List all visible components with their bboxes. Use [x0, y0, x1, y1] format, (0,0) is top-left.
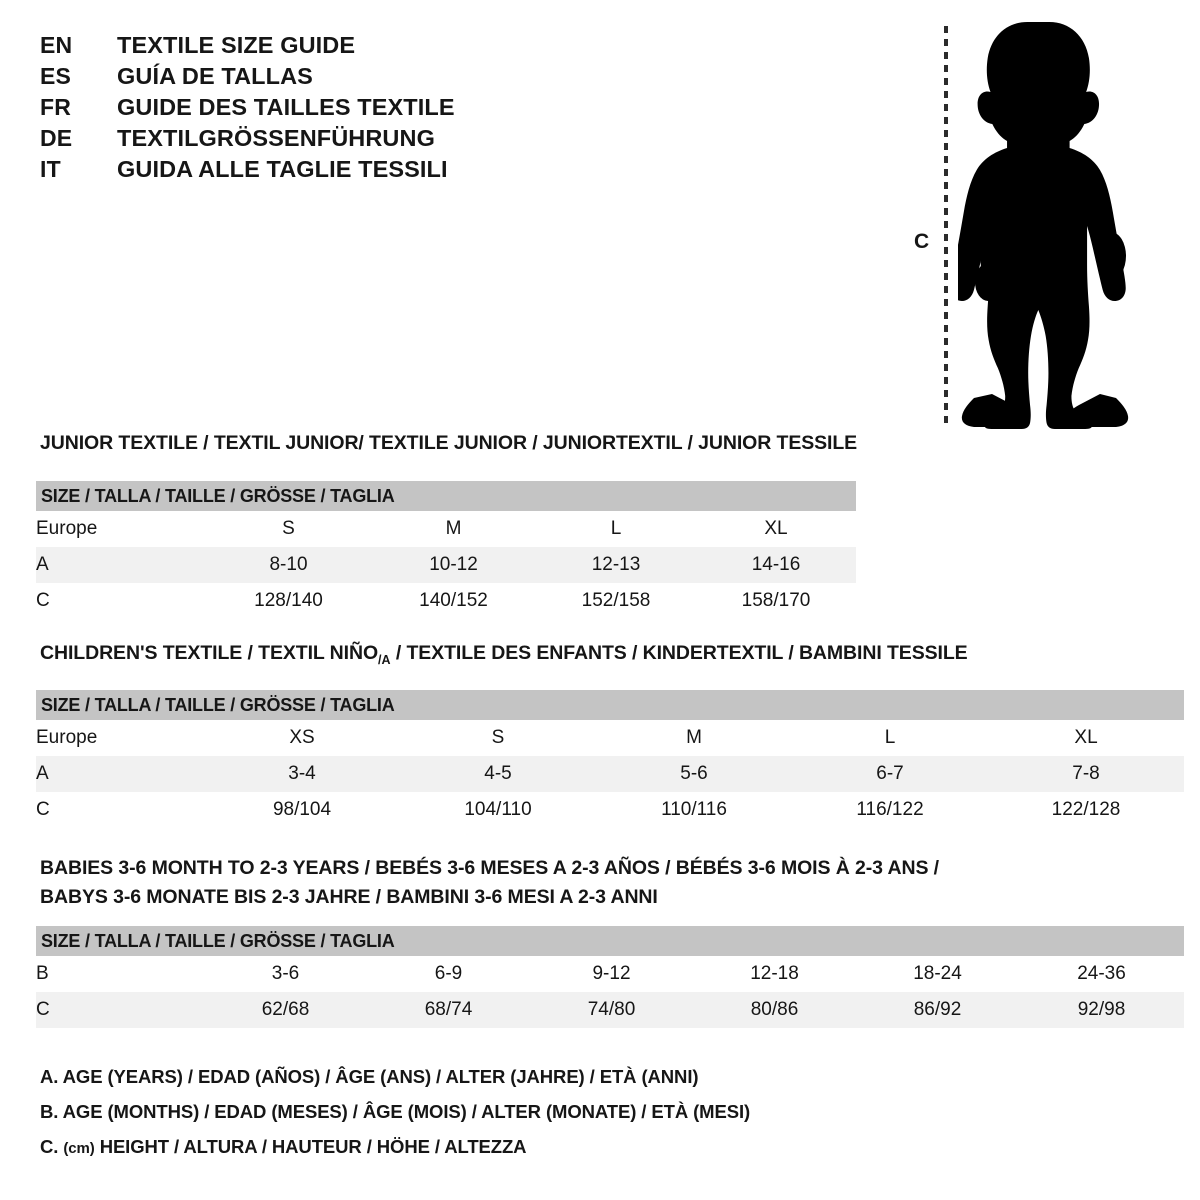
table-cell: S: [282, 518, 295, 539]
table-row: C 98/104 104/110 110/116 116/122 122/128: [36, 792, 1185, 828]
language-title: GUIDE DES TAILLES TEXTILE: [117, 94, 455, 120]
table-cell: 110/116: [661, 799, 727, 820]
table-cell: 98/104: [272, 799, 332, 820]
table-cell: 86/92: [913, 999, 962, 1020]
table-cell: 9-12: [592, 963, 631, 984]
language-title: GUÍA DE TALLAS: [117, 63, 313, 89]
table-cell: 158/170: [741, 590, 811, 611]
table-cell: 5-6: [680, 763, 708, 784]
language-code: DE: [40, 125, 73, 151]
language-code: FR: [40, 94, 72, 120]
legend-block: A. AGE (YEARS) / EDAD (AÑOS) / ÂGE (ANS)…: [40, 1066, 750, 1171]
children-band-label: SIZE / TALLA / TAILLE / GRÖSSE / TAGLIA: [36, 690, 1185, 720]
language-header-block: EN TEXTILE SIZE GUIDE ES GUÍA DE TALLAS …: [40, 32, 560, 187]
row-label: C: [36, 590, 50, 611]
table-cell: 7-8: [1072, 763, 1100, 784]
legend-c-prefix: C.: [40, 1136, 59, 1157]
table-cell: M: [445, 518, 462, 539]
table-cell: 116/122: [856, 799, 924, 820]
table-row: C 128/140 140/152 152/158 158/170: [36, 583, 857, 619]
table-cell: 8-10: [269, 554, 308, 575]
table-row: Europe XS S M L XL: [36, 720, 1185, 756]
babies-size-table: SIZE / TALLA / TAILLE / GRÖSSE / TAGLIA …: [36, 926, 1184, 1028]
table-cell: 140/152: [419, 590, 488, 611]
table-cell: 74/80: [587, 999, 636, 1020]
junior-size-table: SIZE / TALLA / TAILLE / GRÖSSE / TAGLIA …: [36, 481, 857, 619]
legend-c-rest: HEIGHT / ALTURA / HAUTEUR / HÖHE / ALTEZ…: [99, 1136, 527, 1157]
table-cell: L: [610, 518, 622, 539]
table-cell: 14-16: [751, 554, 801, 575]
children-size-table: SIZE / TALLA / TAILLE / GRÖSSE / TAGLIA …: [36, 690, 1185, 828]
table-cell: XL: [1074, 727, 1098, 748]
language-row: EN TEXTILE SIZE GUIDE: [40, 32, 560, 63]
table-cell: 6-9: [434, 963, 463, 984]
row-label: C: [36, 799, 50, 820]
language-title: GUIDA ALLE TAGLIE TESSILI: [117, 156, 448, 182]
legend-line-b: B. AGE (MONTHS) / EDAD (MESES) / ÂGE (MO…: [40, 1101, 751, 1122]
row-label: A: [36, 554, 49, 575]
table-cell: L: [884, 727, 896, 748]
table-cell: 3-6: [271, 963, 300, 984]
language-row: ES GUÍA DE TALLAS: [40, 63, 560, 94]
table-cell: XL: [764, 518, 788, 539]
table-band-header: SIZE / TALLA / TAILLE / GRÖSSE / TAGLIA: [36, 926, 1184, 956]
table-cell: 6-7: [876, 763, 904, 784]
height-measure-label: C: [914, 230, 930, 253]
table-cell: 18-24: [913, 963, 962, 984]
babies-section-title-line1: BABIES 3-6 MONTH TO 2-3 YEARS / BEBÉS 3-…: [40, 857, 939, 879]
table-row: A 8-10 10-12 12-13 14-16: [36, 547, 857, 583]
row-label: B: [36, 963, 49, 984]
table-cell: S: [491, 727, 505, 748]
table-cell: XS: [289, 727, 315, 748]
language-title: TEXTILGRÖSSENFÜHRUNG: [117, 125, 435, 151]
table-cell: 104/110: [464, 799, 532, 820]
table-cell: 92/98: [1077, 999, 1126, 1020]
legend-line-c: C. (cm) HEIGHT / ALTURA / HAUTEUR / HÖHE…: [40, 1136, 750, 1171]
table-cell: 10-12: [429, 554, 478, 575]
table-cell: M: [686, 727, 702, 748]
table-cell: 4-5: [484, 763, 512, 784]
table-row: Europe S M L XL: [36, 511, 857, 547]
table-band-header: SIZE / TALLA / TAILLE / GRÖSSE / TAGLIA: [36, 481, 857, 511]
height-illustration: C: [900, 12, 1150, 432]
babies-band-label: SIZE / TALLA / TAILLE / GRÖSSE / TAGLIA: [36, 926, 1184, 956]
table-cell: 152/158: [581, 590, 651, 611]
legend-line-a: A. AGE (YEARS) / EDAD (AÑOS) / ÂGE (ANS)…: [40, 1066, 699, 1087]
children-title-subscript: /A: [378, 652, 391, 667]
language-row: IT GUIDA ALLE TAGLIE TESSILI: [40, 156, 560, 187]
language-code: EN: [40, 32, 73, 58]
row-label: Europe: [36, 727, 98, 748]
table-row: B 3-6 6-9 9-12 12-18 18-24 24-36: [36, 956, 1184, 992]
language-title: TEXTILE SIZE GUIDE: [117, 32, 356, 58]
table-row: A 3-4 4-5 5-6 6-7 7-8: [36, 756, 1185, 792]
row-label: C: [36, 999, 50, 1020]
children-section-title: CHILDREN'S TEXTILE / TEXTIL NIÑO/A / TEX…: [40, 642, 968, 667]
table-cell: 3-4: [288, 763, 316, 784]
table-cell: 62/68: [261, 999, 310, 1020]
toddler-silhouette-icon: [958, 22, 1129, 429]
junior-section-title: JUNIOR TEXTILE / TEXTIL JUNIOR/ TEXTILE …: [40, 432, 858, 454]
language-code: ES: [40, 63, 72, 89]
table-cell: 68/74: [424, 999, 473, 1020]
table-band-header: SIZE / TALLA / TAILLE / GRÖSSE / TAGLIA: [36, 690, 1185, 720]
table-cell: 12-18: [750, 963, 799, 984]
table-cell: 12-13: [591, 554, 641, 575]
language-row: DE TEXTILGRÖSSENFÜHRUNG: [40, 125, 560, 156]
language-row: FR GUIDE DES TAILLES TEXTILE: [40, 94, 560, 125]
language-code: IT: [40, 156, 61, 182]
children-title-suffix: / TEXTILE DES ENFANTS / KINDERTEXTIL / B…: [390, 642, 968, 664]
table-cell: 24-36: [1077, 963, 1126, 984]
children-title-prefix: CHILDREN'S TEXTILE / TEXTIL NIÑO: [40, 642, 379, 664]
height-dotted-line: [944, 26, 948, 426]
row-label: A: [36, 763, 49, 784]
babies-section-title-line2: BABYS 3-6 MONATE BIS 2-3 JAHRE / BAMBINI…: [40, 886, 658, 908]
table-cell: 128/140: [254, 590, 323, 611]
junior-band-label: SIZE / TALLA / TAILLE / GRÖSSE / TAGLIA: [36, 481, 857, 511]
table-cell: 80/86: [750, 999, 799, 1020]
table-cell: 122/128: [1051, 799, 1121, 820]
table-row: C 62/68 68/74 74/80 80/86 86/92 92/98: [36, 992, 1184, 1028]
legend-c-unit: (cm): [63, 1140, 95, 1157]
row-label: Europe: [36, 518, 98, 539]
